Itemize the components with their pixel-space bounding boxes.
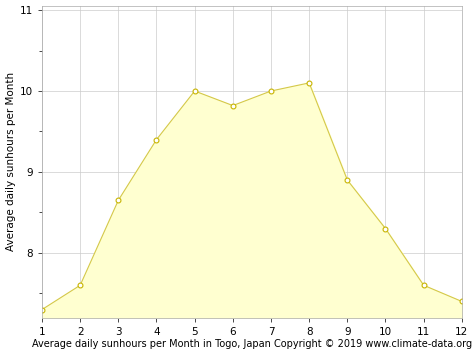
- Y-axis label: Average daily sunhours per Month: Average daily sunhours per Month: [6, 72, 16, 251]
- X-axis label: Average daily sunhours per Month in Togo, Japan Copyright © 2019 www.climate-dat: Average daily sunhours per Month in Togo…: [32, 339, 472, 349]
